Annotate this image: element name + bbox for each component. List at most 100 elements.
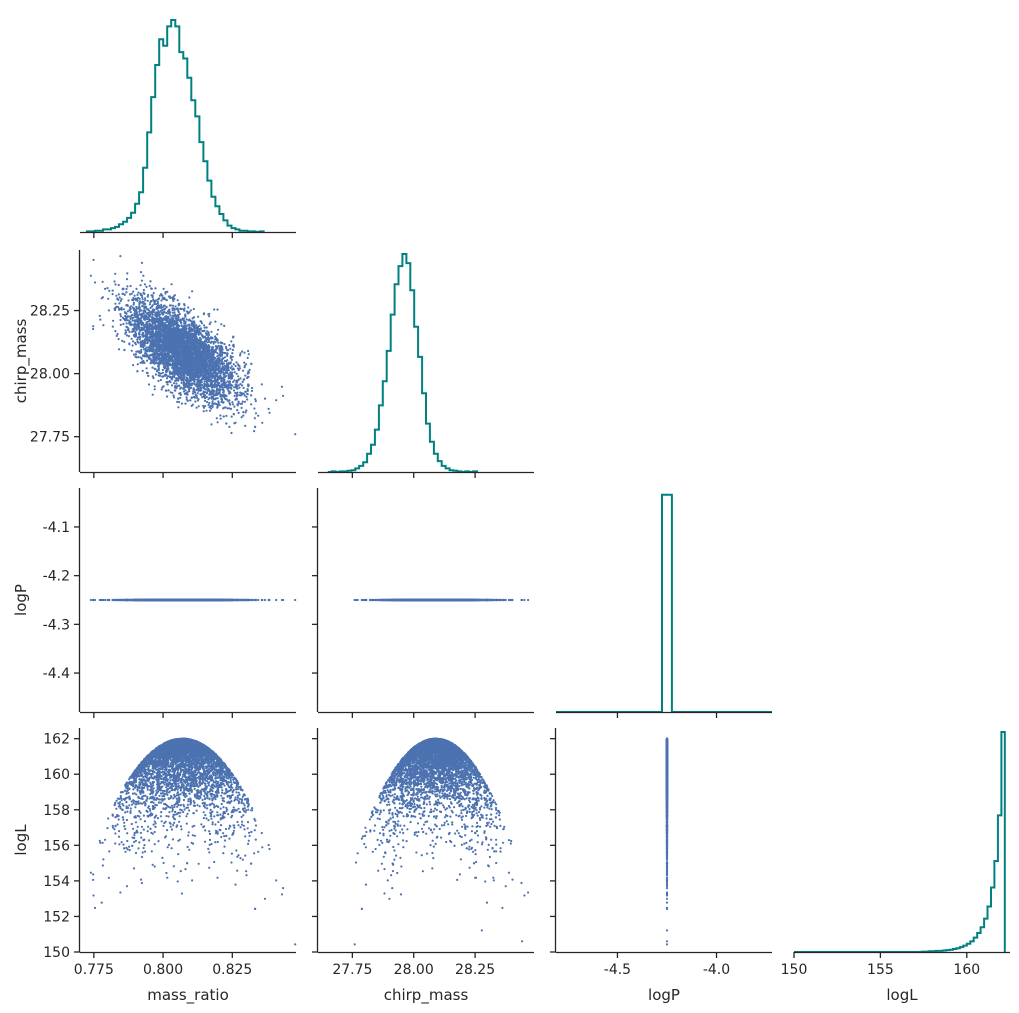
scatter-point bbox=[166, 347, 168, 349]
scatter-point bbox=[191, 397, 193, 399]
scatter-point bbox=[228, 426, 230, 428]
scatter-point bbox=[224, 376, 226, 378]
scatter-point bbox=[206, 326, 208, 328]
scatter-point bbox=[142, 370, 144, 372]
scatter-point bbox=[147, 300, 149, 302]
scatter-point bbox=[195, 335, 197, 337]
scatter-point bbox=[143, 313, 145, 315]
scatter-point bbox=[210, 354, 212, 356]
scatter-point bbox=[139, 352, 141, 354]
scatter-point bbox=[142, 360, 144, 362]
scatter-point bbox=[247, 376, 249, 378]
scatter-point bbox=[251, 387, 253, 389]
scatter-point bbox=[184, 304, 186, 306]
scatter-point bbox=[206, 386, 208, 388]
scatter-point bbox=[206, 401, 208, 403]
scatter-point bbox=[135, 343, 137, 345]
scatter-point bbox=[149, 280, 151, 282]
scatter-point bbox=[177, 314, 179, 316]
scatter-point bbox=[174, 331, 176, 333]
scatter-point bbox=[212, 400, 214, 402]
scatter-point bbox=[204, 335, 206, 337]
scatter-point bbox=[138, 333, 140, 335]
scatter-point bbox=[217, 358, 219, 360]
scatter-point bbox=[144, 297, 146, 299]
scatter-point bbox=[208, 380, 210, 382]
scatter-point bbox=[165, 329, 167, 331]
scatter-point bbox=[173, 382, 175, 384]
scatter-point bbox=[151, 321, 153, 323]
scatter-point bbox=[147, 375, 149, 377]
scatter-point bbox=[229, 404, 231, 406]
scatter-point bbox=[148, 356, 150, 358]
scatter-point bbox=[166, 354, 168, 356]
scatter-point bbox=[193, 380, 195, 382]
scatter-point bbox=[151, 313, 153, 315]
scatter-point bbox=[168, 375, 170, 377]
scatter-point bbox=[217, 345, 219, 347]
scatter-point bbox=[162, 342, 164, 344]
scatter-point bbox=[222, 365, 224, 367]
scatter-point bbox=[196, 397, 198, 399]
scatter-point bbox=[281, 386, 283, 388]
scatter-point bbox=[193, 359, 195, 361]
scatter-point bbox=[168, 323, 170, 325]
scatter-point bbox=[118, 338, 120, 340]
scatter-point bbox=[196, 331, 198, 333]
scatter-point bbox=[192, 321, 194, 323]
scatter-point bbox=[220, 418, 222, 420]
scatter-point bbox=[168, 330, 170, 332]
scatter-point bbox=[163, 297, 165, 299]
scatter-point bbox=[218, 388, 220, 390]
scatter-point bbox=[207, 390, 209, 392]
scatter-point bbox=[171, 384, 173, 386]
scatter-point bbox=[190, 309, 192, 311]
scatter-point bbox=[242, 401, 244, 403]
scatter-point bbox=[210, 331, 212, 333]
scatter-point bbox=[237, 401, 239, 403]
scatter-point bbox=[169, 334, 171, 336]
scatter-point bbox=[247, 350, 249, 352]
scatter-point bbox=[150, 300, 152, 302]
scatter-point bbox=[167, 360, 169, 362]
scatter-point bbox=[132, 291, 134, 293]
scatter-point bbox=[237, 363, 239, 365]
scatter-point bbox=[197, 326, 199, 328]
scatter-point bbox=[189, 384, 191, 386]
scatter-point bbox=[185, 325, 187, 327]
scatter-point bbox=[172, 354, 174, 356]
scatter-point bbox=[248, 371, 250, 373]
scatter-point bbox=[194, 341, 196, 343]
scatter-point bbox=[155, 368, 157, 370]
scatter-point bbox=[128, 335, 130, 337]
scatter-point bbox=[132, 344, 134, 346]
scatter-point bbox=[166, 377, 168, 379]
scatter-point bbox=[173, 328, 175, 330]
scatter-point bbox=[143, 289, 145, 291]
scatter-point bbox=[194, 339, 196, 341]
scatter-point bbox=[153, 309, 155, 311]
scatter-point bbox=[231, 377, 233, 379]
scatter-point bbox=[193, 367, 195, 369]
scatter-point bbox=[177, 339, 179, 341]
scatter-point bbox=[202, 405, 204, 407]
scatter-point bbox=[226, 366, 228, 368]
scatter-point bbox=[188, 354, 190, 356]
scatter-point bbox=[240, 403, 242, 405]
scatter-point bbox=[176, 353, 178, 355]
scatter-point bbox=[123, 349, 125, 351]
scatter-point bbox=[166, 335, 168, 337]
scatter-point bbox=[186, 318, 188, 320]
scatter-point bbox=[90, 275, 92, 277]
scatter-point bbox=[231, 359, 233, 361]
scatter-point bbox=[120, 315, 122, 317]
scatter-point bbox=[161, 353, 163, 355]
scatter-point bbox=[257, 415, 259, 417]
scatter-point bbox=[139, 338, 141, 340]
scatter-point bbox=[126, 278, 128, 280]
scatter-point bbox=[140, 318, 142, 320]
scatter-point bbox=[199, 387, 201, 389]
scatter-point bbox=[121, 293, 123, 295]
scatter-point bbox=[159, 295, 161, 297]
scatter-point bbox=[186, 398, 188, 400]
